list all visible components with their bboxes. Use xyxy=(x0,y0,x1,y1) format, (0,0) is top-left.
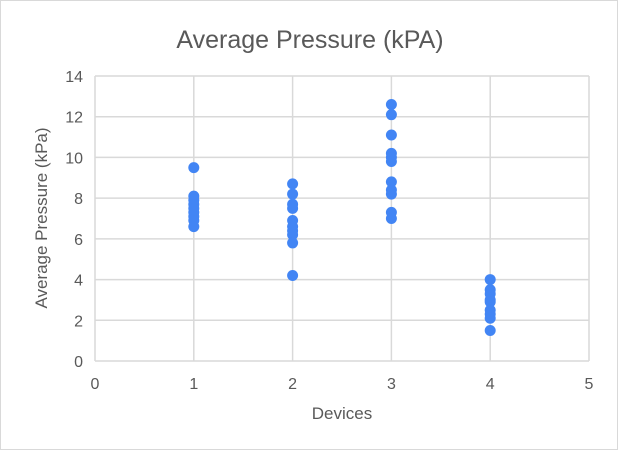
data-point xyxy=(385,129,397,141)
data-point xyxy=(385,156,397,167)
y-tick-label: 0 xyxy=(74,354,83,371)
x-tick-label: 4 xyxy=(486,376,495,393)
data-point xyxy=(287,188,299,200)
chart-title: Average Pressure (kPA) xyxy=(176,26,443,54)
y-tick-label: 14 xyxy=(65,69,83,86)
data-point xyxy=(287,237,299,249)
data-point xyxy=(287,270,299,281)
x-tick-label: 0 xyxy=(91,376,100,393)
data-point xyxy=(484,296,496,308)
data-point xyxy=(287,202,299,214)
y-axis-label: Average Pressure (kPa) xyxy=(32,127,51,308)
data-point xyxy=(287,178,299,190)
y-tick-label: 4 xyxy=(74,273,83,290)
data-point xyxy=(484,274,496,286)
x-tick-label: 1 xyxy=(189,376,198,393)
data-point xyxy=(188,162,200,174)
x-tick-label: 2 xyxy=(288,376,297,393)
data-point xyxy=(385,213,397,224)
y-tick-label: 6 xyxy=(74,232,83,249)
data-point xyxy=(287,229,299,241)
y-tick-label: 8 xyxy=(74,191,83,208)
data-point xyxy=(188,221,200,233)
data-point xyxy=(385,176,397,188)
y-tick-label: 2 xyxy=(74,313,83,330)
data-point xyxy=(385,188,397,200)
data-point xyxy=(484,324,496,336)
x-tick-label: 5 xyxy=(585,376,594,393)
y-tick-label: 10 xyxy=(65,150,83,167)
data-point xyxy=(484,312,496,324)
x-axis-label: Devices xyxy=(312,404,372,423)
x-tick-label: 3 xyxy=(387,376,396,393)
data-point xyxy=(385,99,397,110)
y-tick-label: 12 xyxy=(65,110,83,127)
data-point xyxy=(385,109,397,121)
